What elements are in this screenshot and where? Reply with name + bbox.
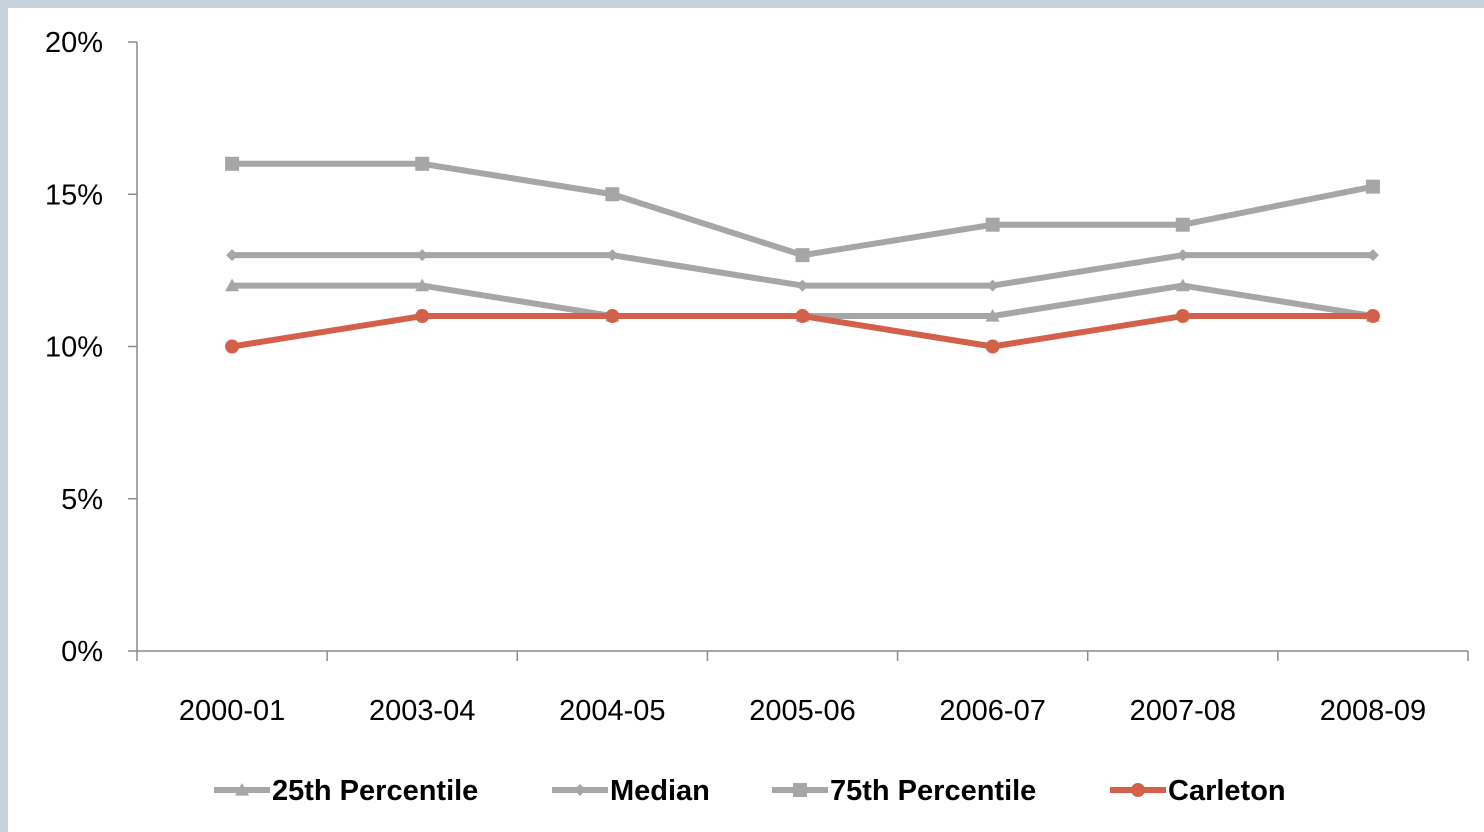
data-point-75th-percentile: [1175, 217, 1190, 232]
data-point-75th-percentile: [1365, 179, 1380, 194]
x-tick-label: 2006-07: [939, 695, 1045, 727]
chart-frame: 0% 5% 10% 15% 20% 2000-01 2003-04 2004-05 2005-…: [8, 8, 1484, 832]
legend-item-median: Median: [552, 775, 710, 807]
data-point-carleton: [225, 339, 240, 354]
data-point-25th-percentile: [1175, 278, 1190, 292]
line-chart: 0% 5% 10% 15% 20% 2000-01 2003-04 2004-05 2005-…: [45, 27, 1469, 807]
legend-item-25th-percentile: 25th Percentile: [214, 775, 478, 807]
y-axis-ticks: 0% 5% 10% 15% 20%: [45, 27, 137, 668]
data-point-median: [1176, 249, 1189, 262]
data-point-75th-percentile: [605, 187, 620, 202]
series-75th-percentile: [225, 156, 1380, 263]
x-tick-label: 2007-08: [1130, 695, 1236, 727]
x-tick-label: 2000-01: [179, 695, 285, 727]
data-point-carleton: [415, 309, 430, 324]
x-tick-label: 2005-06: [749, 695, 855, 727]
data-point-median: [606, 249, 619, 262]
series-group: [225, 156, 1380, 354]
legend-label: Median: [610, 775, 710, 807]
legend-marker: [235, 783, 249, 796]
y-tick-label: 0%: [61, 636, 103, 668]
y-tick-label: 5%: [61, 484, 103, 516]
data-point-median: [416, 249, 429, 262]
data-point-carleton: [1175, 309, 1190, 324]
series-line-75th-percentile: [232, 160, 1374, 259]
data-point-median: [796, 279, 809, 292]
data-point-carleton: [795, 309, 810, 324]
y-tick-label: 15%: [45, 179, 103, 211]
x-axis-ticks: 2000-01 2003-04 2004-05 2005-06 2006-07 2007-…: [136, 651, 1469, 727]
y-tick-label: 10%: [45, 332, 103, 364]
data-point-25th-percentile: [415, 278, 430, 292]
data-point-75th-percentile: [225, 156, 240, 171]
data-point-carleton: [605, 309, 620, 324]
data-point-75th-percentile: [985, 217, 1000, 232]
legend-label: 25th Percentile: [272, 775, 478, 807]
data-point-25th-percentile: [225, 278, 240, 292]
series-carleton: [225, 309, 1380, 354]
data-point-75th-percentile: [795, 248, 810, 263]
x-tick-label: 2004-05: [559, 695, 665, 727]
data-point-median: [986, 279, 999, 292]
x-tick-label: 2008-09: [1320, 695, 1426, 727]
legend-marker: [1131, 783, 1145, 797]
x-tick-label: 2003-04: [369, 695, 475, 727]
data-point-carleton: [985, 339, 1000, 354]
legend-marker: [793, 783, 807, 797]
legend-item-carleton: Carleton: [1110, 775, 1286, 807]
axes: [136, 42, 1468, 652]
series-median: [226, 249, 1379, 292]
legend-label: 75th Percentile: [830, 775, 1036, 807]
data-point-25th-percentile: [985, 309, 1000, 322]
legend-marker: [574, 784, 586, 796]
data-point-carleton: [1365, 309, 1380, 324]
data-point-median: [226, 249, 239, 262]
legend: 25th Percentile Median 75th Percentile Carl…: [214, 775, 1286, 807]
data-point-75th-percentile: [415, 156, 430, 171]
data-point-median: [1366, 249, 1379, 262]
y-tick-label: 20%: [45, 27, 103, 59]
legend-item-75th-percentile: 75th Percentile: [772, 775, 1036, 807]
legend-label: Carleton: [1168, 775, 1286, 807]
